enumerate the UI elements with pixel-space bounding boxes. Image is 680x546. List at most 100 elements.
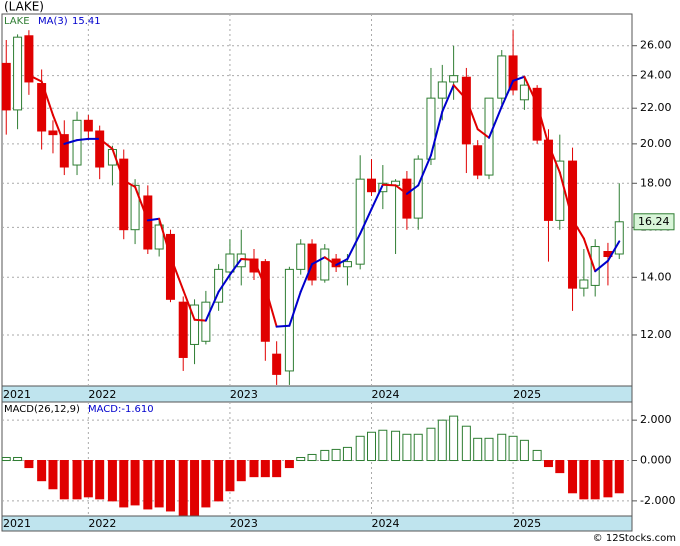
x-tick-label: 2025 [513, 388, 541, 401]
macd-bar [473, 437, 483, 462]
macd-bar [107, 460, 117, 502]
ma-line [98, 137, 114, 150]
ma-line [323, 256, 338, 266]
ma-line [346, 232, 362, 261]
ma-line [370, 183, 384, 211]
y-tick-label: 24.00 [640, 69, 672, 82]
candle-body [83, 119, 93, 132]
candle-body [497, 55, 507, 99]
macd-bar [508, 435, 518, 462]
ma-line [571, 218, 585, 240]
macd-bar [48, 460, 58, 490]
candle-body [95, 130, 105, 168]
candle-body [201, 301, 211, 342]
candle-body [178, 301, 188, 358]
candle-body [13, 36, 23, 111]
macd-bar [579, 460, 589, 500]
macd-bar [367, 431, 377, 462]
candle-body [590, 246, 600, 286]
macd-bar [590, 460, 600, 500]
candle-body [59, 134, 69, 168]
ma-line [536, 103, 550, 146]
candle-body [437, 81, 447, 99]
macd-bar [59, 460, 69, 500]
x-tick-label: 2024 [372, 388, 400, 401]
macd-bar [13, 456, 23, 462]
x-tick-label: 2025 [513, 517, 541, 530]
ma-line [335, 258, 349, 266]
ma-line [228, 258, 243, 276]
macd-bar [519, 439, 529, 462]
ma-line [264, 286, 278, 328]
macd-value: MACD:-1.610 [88, 404, 154, 415]
macd-bar [413, 433, 423, 462]
ma-line [27, 74, 43, 83]
ma-line [452, 84, 468, 101]
macd-bar [342, 446, 352, 462]
ma-line [111, 147, 125, 182]
ma-line [417, 154, 432, 187]
ma-line [465, 98, 479, 131]
x-tick-label: 2024 [372, 517, 400, 530]
macd-bar [284, 460, 294, 469]
macd-title: MACD(26,12,9) [4, 404, 80, 415]
ma-line [606, 240, 621, 262]
candle-body [449, 75, 459, 83]
macd-bar [24, 460, 34, 469]
candle-body [143, 195, 153, 250]
ma-line [40, 80, 54, 117]
macd-bar [331, 448, 341, 462]
ma-line [299, 263, 314, 293]
ma-line [240, 258, 255, 261]
ma-line [512, 75, 526, 82]
ma-line [288, 290, 302, 327]
candle-body [130, 184, 140, 231]
copyright: © 12Stocks.com [593, 533, 676, 544]
macd-bar [201, 460, 211, 508]
candle-body [367, 178, 377, 193]
ma-line [381, 183, 397, 187]
ma-line [359, 208, 373, 235]
y-tick-label: 26.00 [640, 39, 672, 52]
legend-ma: MA(3) [38, 16, 68, 27]
y-tick-label: -2.000 [640, 494, 675, 507]
candle-body [614, 221, 624, 255]
candle-body [48, 130, 58, 136]
candle-body [296, 243, 306, 270]
x-tick-label: 2021 [3, 517, 31, 530]
candle-body [543, 139, 553, 221]
macd-bar [236, 460, 246, 482]
ma-line [476, 128, 491, 139]
ma-line [275, 324, 291, 328]
candle-body [519, 84, 529, 101]
macd-bar [568, 460, 578, 494]
ma-line [558, 171, 574, 221]
price-panel [1, 13, 633, 387]
macd-bar [320, 449, 330, 462]
candle-body [284, 268, 294, 372]
ma-line [63, 139, 79, 145]
ma-line [523, 75, 539, 106]
macd-bar [543, 460, 553, 468]
candle-body [378, 182, 388, 193]
candle-body [320, 248, 330, 281]
candle-body [461, 76, 471, 145]
macd-bar [307, 453, 317, 462]
candle-body [260, 261, 270, 342]
macd-bar [260, 460, 270, 478]
ma-line [182, 289, 196, 321]
candle-body [532, 87, 542, 141]
ma-line [253, 258, 267, 289]
macd-bar [95, 460, 105, 500]
macd-bar [1, 456, 11, 462]
ma-line [204, 290, 220, 322]
macd-bar [484, 437, 494, 462]
candle-body [342, 261, 352, 268]
candle-body [508, 55, 518, 91]
candle-body [1, 62, 11, 111]
legend-symbol: LAKE [4, 16, 30, 27]
y-tick-label: 0.000 [640, 454, 672, 467]
macd-bar [190, 460, 200, 516]
y-tick-label: 2.000 [640, 413, 672, 426]
x-tick-label: 2021 [3, 388, 31, 401]
